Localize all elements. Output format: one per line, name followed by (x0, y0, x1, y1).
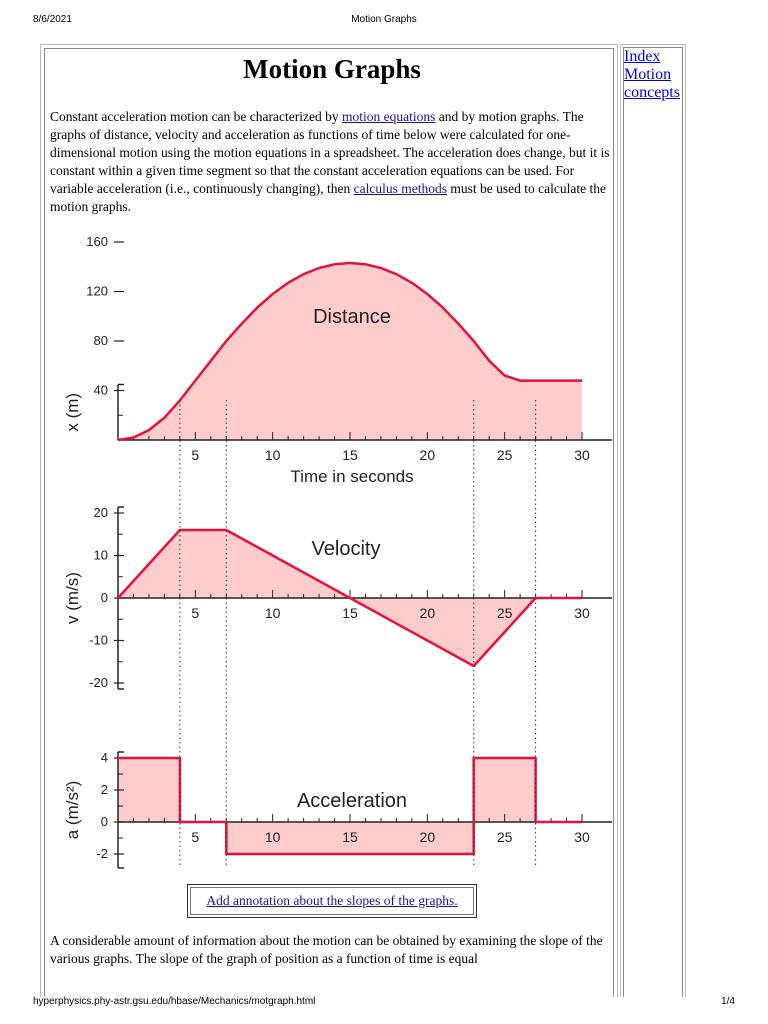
footer-page: 1/4 (721, 996, 735, 1007)
x-axis-label: Time in seconds (290, 467, 413, 486)
print-date: 8/6/2021 (33, 14, 72, 25)
content-frame-inner (44, 48, 614, 997)
x-tick-label: 30 (574, 447, 590, 463)
motion-equations-link[interactable]: motion equations (342, 109, 436, 124)
y-tick-label: 4 (101, 750, 108, 765)
x-tick-label: 5 (191, 605, 199, 621)
chart-title-distance: Distance (313, 306, 391, 328)
index-link[interactable]: Index (624, 48, 661, 65)
motion-concepts-link[interactable]: Motion concepts (624, 66, 680, 101)
y-tick-label: 0 (101, 814, 108, 829)
x-tick-label: 15 (342, 605, 358, 621)
intro-text-1: Constant acceleration motion can be char… (50, 109, 342, 124)
sidebar: Index Motion concepts (623, 47, 683, 997)
plot-line-distance (117, 261, 582, 442)
y-axis-label: a (m/s²) (63, 781, 82, 840)
chart-title-acceleration: Acceleration (297, 790, 407, 812)
intro-text-3: must be used to calculate the motion gra… (50, 181, 606, 214)
y-tick-label: 10 (94, 548, 108, 563)
y-tick-label: -10 (89, 633, 108, 648)
y-tick-label: 160 (86, 234, 108, 249)
chart-title-velocity: Velocity (312, 538, 381, 560)
x-tick-label: 10 (265, 605, 281, 621)
annotation-inner: Add annotation about the slopes of the g… (190, 887, 474, 915)
slope-paragraph: A considerable amount of information abo… (50, 933, 603, 966)
y-tick-label: 20 (94, 505, 108, 520)
x-tick-label: 25 (497, 829, 513, 845)
plot-fill-distance (118, 263, 582, 440)
content-frame (40, 44, 618, 997)
y-tick-label: 2 (101, 782, 108, 797)
intro-text-2: and by motion graphs. The graphs of dist… (50, 109, 610, 196)
x-tick-label: 15 (342, 447, 358, 463)
x-tick-label: 10 (265, 447, 281, 463)
annotation-box (187, 884, 477, 918)
print-title: Motion Graphs (351, 14, 417, 25)
sidebar-frame (620, 44, 686, 997)
x-tick-label: 25 (497, 605, 513, 621)
y-tick-label: 0 (101, 590, 108, 605)
y-axis-label: x (m) (63, 393, 82, 432)
calculus-methods-link[interactable]: calculus methods (353, 181, 447, 196)
x-tick-label: 20 (420, 829, 436, 845)
y-axis-label: v (m/s) (63, 572, 82, 624)
x-tick-label: 20 (420, 605, 436, 621)
y-tick-label: 80 (94, 333, 108, 348)
x-tick-label: 15 (342, 829, 358, 845)
x-tick-label: 30 (574, 605, 590, 621)
x-tick-label: 5 (191, 829, 199, 845)
plot-line-acceleration (118, 756, 582, 856)
add-annotation-link[interactable]: Add annotation about the slopes of the g… (206, 893, 458, 908)
y-tick-label: 40 (94, 383, 108, 398)
x-tick-label: 30 (574, 829, 590, 845)
x-tick-label: 5 (191, 447, 199, 463)
y-tick-label: -20 (89, 675, 108, 690)
x-tick-label: 10 (265, 829, 281, 845)
intro-paragraph: Constant acceleration motion can be char… (50, 108, 610, 216)
plot-fill-acceleration (118, 758, 582, 854)
x-tick-label: 25 (497, 447, 513, 463)
y-tick-label: -2 (96, 846, 108, 861)
x-tick-label: 20 (420, 447, 436, 463)
footer-url: hyperphysics.phy-astr.gsu.edu/hbase/Mech… (33, 996, 316, 1007)
y-tick-label: 120 (86, 284, 108, 299)
page-title: Motion Graphs (243, 54, 421, 84)
